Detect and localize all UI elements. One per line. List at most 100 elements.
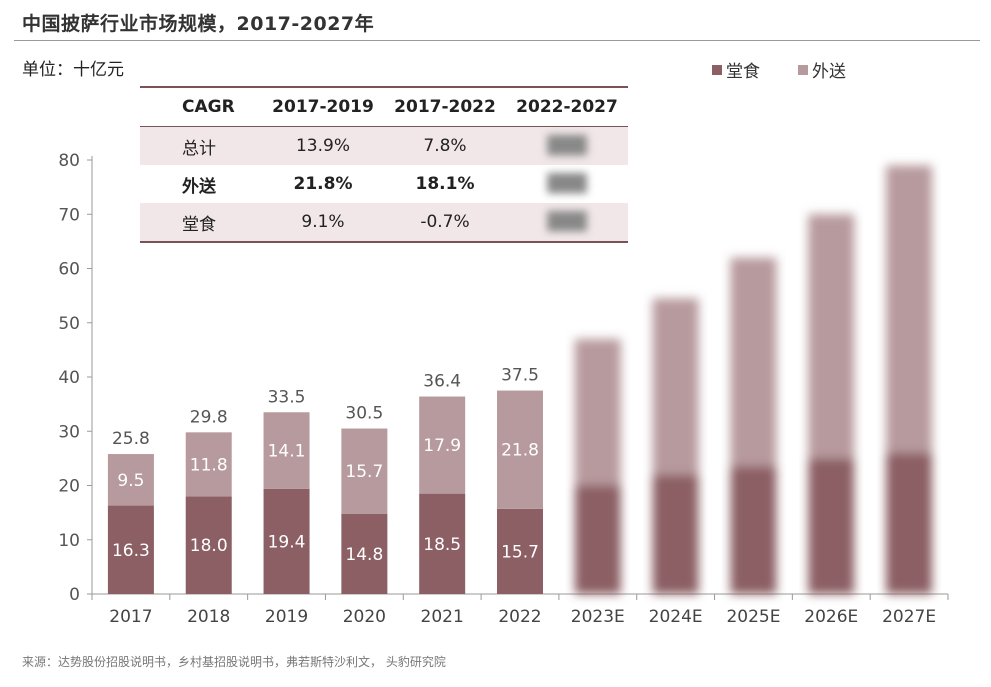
data-label-total: 37.5 xyxy=(501,366,539,386)
header-2017-2019: 2017-2019 xyxy=(272,97,374,117)
cell-delivery-2017-2019: 21.8% xyxy=(293,174,353,194)
legend-item-dine-in: 堂食 xyxy=(712,57,760,82)
y-tick-label: 60 xyxy=(58,260,80,280)
bar-segment-dine-in xyxy=(263,488,310,594)
x-tick-label: 2025E xyxy=(726,607,780,627)
data-label-dine-in: 14.8 xyxy=(345,545,383,565)
x-tick-label: 2017 xyxy=(109,607,152,627)
legend-swatch-dine-in xyxy=(712,64,722,75)
bar-segment-dine-in xyxy=(419,493,466,594)
bar-segment-delivery xyxy=(886,165,933,453)
bar-segment-delivery xyxy=(808,214,855,459)
y-tick-label: 30 xyxy=(58,422,80,442)
bar-segment-dine-in xyxy=(107,505,154,594)
bar-segment-dine-in xyxy=(886,452,933,594)
legend-label-dine-in: 堂食 xyxy=(726,62,760,82)
cell-total-2022-2027-blurred: ███ xyxy=(547,136,587,156)
cell-dine-in-2022-2027-blurred: ███ xyxy=(547,212,587,232)
bar-segment-dine-in xyxy=(497,508,543,594)
title-divider xyxy=(14,40,980,41)
legend: 堂食 外送 xyxy=(712,57,846,82)
bar-segment-delivery xyxy=(419,396,466,494)
bar-segment-dine-in xyxy=(574,485,621,594)
data-label-total: 36.4 xyxy=(423,372,461,392)
data-label-total: 25.8 xyxy=(112,429,150,449)
cell-delivery-2022-2027-blurred: ███ xyxy=(547,174,587,194)
bar-group xyxy=(341,428,388,594)
table-header-rule xyxy=(140,126,628,127)
bar-segment-dine-in xyxy=(808,458,855,594)
cell-dine-in-2017-2022: -0.7% xyxy=(420,212,470,232)
x-tick-label: 2027E xyxy=(882,607,936,627)
bar-segment-dine-in xyxy=(730,466,777,594)
row-label-dine-in: 堂食 xyxy=(182,214,216,235)
x-tick-label: 2019 xyxy=(265,607,308,627)
bar-group xyxy=(185,432,232,594)
y-tick-label: 70 xyxy=(58,205,80,225)
header-cagr: CAGR xyxy=(182,97,235,117)
source-note: 来源：达势股份招股说明书，乡村基招股说明书，弗若斯特沙利文， 头豹研究院 xyxy=(22,655,446,669)
y-tick-label: 80 xyxy=(58,151,80,171)
bar-group-forecast-blurred xyxy=(730,257,777,594)
bar-segment-delivery xyxy=(341,428,388,514)
data-label-dine-in: 19.4 xyxy=(268,532,306,552)
table-row-total: 总计 13.9% 7.8% ███ xyxy=(140,127,628,165)
row-label-total: 总计 xyxy=(182,138,216,159)
data-label-delivery: 21.8 xyxy=(501,441,539,461)
data-label-dine-in: 18.5 xyxy=(423,535,461,555)
data-label-dine-in: 15.7 xyxy=(501,542,539,562)
x-tick-label: 2024E xyxy=(649,607,703,627)
table-row-dine-in: 堂食 9.1% -0.7% ███ xyxy=(140,203,628,241)
data-label-delivery: 9.5 xyxy=(117,471,144,491)
bar-segment-dine-in xyxy=(341,513,388,594)
legend-item-delivery: 外送 xyxy=(798,57,846,82)
header-2017-2022: 2017-2022 xyxy=(394,97,496,117)
y-tick-label: 0 xyxy=(69,585,80,605)
bar-segment-delivery xyxy=(263,412,310,489)
bar-group xyxy=(419,396,466,594)
bar-group-forecast-blurred xyxy=(574,339,621,594)
bar-segment-delivery xyxy=(574,339,621,486)
data-label-delivery: 11.8 xyxy=(190,455,228,475)
data-label-delivery: 17.9 xyxy=(423,436,461,456)
legend-swatch-delivery xyxy=(798,64,808,75)
bar-group xyxy=(497,390,543,594)
bar-segment-delivery xyxy=(730,257,777,467)
data-label-dine-in: 16.3 xyxy=(112,541,150,561)
chart-title: 中国披萨行业市场规模，2017-2027年 xyxy=(22,13,375,35)
y-tick-label: 40 xyxy=(58,368,80,388)
data-label-total: 33.5 xyxy=(268,387,306,407)
table-top-rule xyxy=(140,86,628,88)
bar-group-forecast-blurred xyxy=(652,298,699,594)
bar-group-forecast-blurred xyxy=(886,165,933,594)
unit-label: 单位：十亿元 xyxy=(22,60,124,80)
x-tick-label: 2018 xyxy=(187,607,230,627)
bar-segment-delivery xyxy=(497,390,543,509)
row-label-delivery: 外送 xyxy=(182,176,216,197)
table-bottom-rule xyxy=(140,241,628,243)
table-header-row: CAGR 2017-2019 2017-2022 2022-2027 xyxy=(140,88,628,126)
cagr-table: CAGR 2017-2019 2017-2022 2022-2027 总计 13… xyxy=(140,86,628,243)
x-tick-label: 2020 xyxy=(343,607,386,627)
bar-segment-dine-in xyxy=(185,496,232,594)
x-tick-label: 2022 xyxy=(498,607,541,627)
bar-segment-delivery xyxy=(107,454,154,506)
x-tick-label: 2021 xyxy=(421,607,464,627)
legend-label-delivery: 外送 xyxy=(812,62,846,82)
bar-group xyxy=(107,454,154,594)
header-2022-2027: 2022-2027 xyxy=(516,97,618,117)
cell-total-2017-2022: 7.8% xyxy=(423,136,467,156)
data-label-total: 29.8 xyxy=(190,407,228,427)
y-tick-label: 50 xyxy=(58,314,80,334)
x-tick-label: 2023E xyxy=(571,607,625,627)
cell-dine-in-2017-2019: 9.1% xyxy=(301,212,345,232)
data-label-total: 30.5 xyxy=(345,404,383,424)
y-tick-label: 20 xyxy=(58,477,80,497)
bar-group xyxy=(263,412,310,594)
bar-segment-delivery xyxy=(652,298,699,475)
table-row-delivery: 外送 21.8% 18.1% ███ xyxy=(140,165,628,203)
y-tick-label: 10 xyxy=(58,531,80,551)
data-label-delivery: 14.1 xyxy=(268,442,306,462)
cell-total-2017-2019: 13.9% xyxy=(295,136,350,156)
